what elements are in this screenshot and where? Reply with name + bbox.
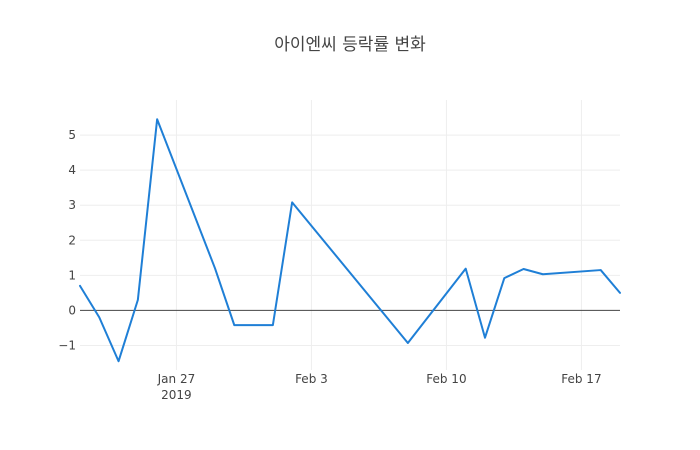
x-tick-label: Jan 27 <box>157 372 196 386</box>
axes: −1 0 1 2 3 4 5 Jan 27 2019 Feb 3 Feb 10 Feb 17 <box>58 128 620 402</box>
x-tick-sublabel: 2019 <box>161 388 192 402</box>
series-line <box>79 118 621 363</box>
y-tick-label: 2 <box>68 233 76 247</box>
x-tick-label: Feb 10 <box>426 372 466 386</box>
y-tick-label: 4 <box>68 163 76 177</box>
chart-title: 아이엔씨 등락률 변화 <box>274 35 426 55</box>
y-tick-label: 5 <box>68 128 76 142</box>
y-tick-label: 1 <box>68 268 76 282</box>
y-tick-label: −1 <box>58 338 76 352</box>
x-tick-label: Feb 3 <box>295 372 328 386</box>
y-tick-label: 0 <box>68 303 76 317</box>
series-layer <box>79 118 621 363</box>
grid <box>80 100 620 370</box>
x-tick-label: Feb 17 <box>561 372 601 386</box>
y-tick-label: 3 <box>68 198 76 212</box>
